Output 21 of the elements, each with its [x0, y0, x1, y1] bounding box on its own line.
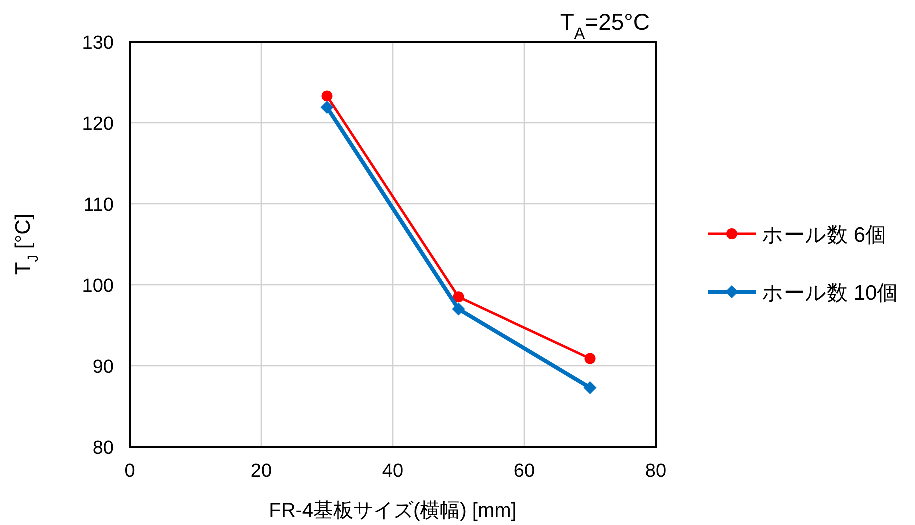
y-tick-label: 100	[82, 276, 114, 297]
legend-label: ホール数 6個	[762, 224, 887, 247]
annotation: T$_{A}$=25°C	[560, 9, 650, 43]
y-tick-label: 120	[82, 114, 114, 135]
y-tick-label: 80	[92, 438, 114, 459]
point	[453, 292, 464, 303]
x-axis-title: FR-4基板サイズ(横幅) [mm]	[269, 500, 517, 522]
x-tick-label: 40	[382, 461, 404, 482]
point	[320, 101, 334, 114]
point	[322, 90, 333, 102]
x-tick-label: 60	[514, 461, 536, 482]
x-tick-label: 20	[250, 461, 272, 482]
y-tick-label: 110	[84, 195, 114, 216]
point	[452, 302, 466, 316]
x-tick-label: 0	[124, 461, 136, 482]
point	[584, 381, 597, 394]
y-tick-label: 90	[92, 357, 114, 378]
x-tick-label: 80	[645, 461, 667, 482]
y-tick-label: 130	[82, 33, 114, 54]
legend-label: ホール数 10個	[762, 282, 898, 305]
point	[584, 353, 596, 364]
